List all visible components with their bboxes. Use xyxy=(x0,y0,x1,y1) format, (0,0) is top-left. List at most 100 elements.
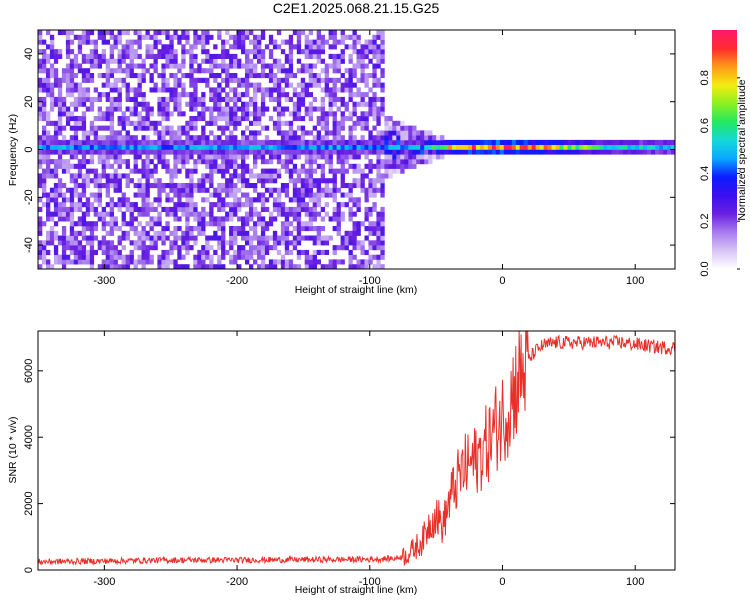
spectrogram-cell xyxy=(46,154,51,160)
spectrogram-cell xyxy=(109,53,114,59)
spectrogram-cell xyxy=(233,135,238,141)
spectrogram-cell xyxy=(109,82,114,88)
spectrogram-cell xyxy=(253,159,258,165)
spectrogram-cell xyxy=(117,130,122,136)
spectrogram-cell xyxy=(225,159,230,165)
spectrogram-cell xyxy=(38,111,43,117)
spectrogram-cell xyxy=(129,49,134,55)
spectrogram-cell xyxy=(284,192,290,198)
spectrogram-cell xyxy=(77,139,83,145)
spectrogram-cell xyxy=(177,82,182,88)
spectrogram-cell xyxy=(153,216,158,222)
spectrogram-cell xyxy=(53,73,59,79)
spectrogram-cell xyxy=(57,82,63,88)
spectrogram-cell xyxy=(89,73,95,79)
spectrogram-cell xyxy=(61,168,67,174)
spectrogram-cell xyxy=(205,30,210,36)
spectrogram-cell xyxy=(276,187,282,193)
spectrogram-cell xyxy=(81,154,87,160)
spectrogram-cell xyxy=(284,163,290,169)
spectrogram-cell xyxy=(177,39,182,45)
spectrogram-cell xyxy=(109,68,114,74)
spectrogram-cell xyxy=(113,39,118,45)
spectrogram-cell xyxy=(217,240,222,246)
spectrogram-cell xyxy=(69,144,75,150)
spectrogram-cell xyxy=(344,106,349,112)
spectrogram-cell xyxy=(49,92,55,98)
spectrogram-cell xyxy=(229,144,234,150)
spectrogram-cell xyxy=(292,226,298,232)
spectrogram-cell xyxy=(197,183,202,189)
spectrogram-cell xyxy=(129,216,134,222)
spectrogram-cell xyxy=(320,173,325,179)
spectrogram-cell xyxy=(233,53,238,59)
spectrogram-cell xyxy=(245,221,250,227)
spectrogram-cell xyxy=(42,254,47,260)
spectrogram-cell xyxy=(340,159,345,165)
spectrogram-cell xyxy=(46,120,51,126)
spectrogram-cell xyxy=(320,192,325,198)
spectrogram-cell xyxy=(356,58,361,64)
spectrogram-cell xyxy=(217,154,222,160)
spectrogram-cell xyxy=(292,135,298,141)
spectrogram-cell xyxy=(312,254,317,260)
spectrogram-cell xyxy=(579,139,584,145)
spectrogram-cell xyxy=(225,111,230,117)
spectrogram-cell xyxy=(77,96,83,102)
spectrogram-cell xyxy=(348,211,353,217)
spectrogram-cell xyxy=(81,96,87,102)
spectrogram-cell xyxy=(46,206,51,212)
spectrogram-cell xyxy=(336,154,341,160)
spectrogram-cell xyxy=(101,249,106,255)
spectrogram-cell xyxy=(125,82,130,88)
spectrogram-cell xyxy=(149,111,154,117)
spectrogram-cell xyxy=(65,206,71,212)
spectrogram-cell xyxy=(213,159,218,165)
spectrogram-cell xyxy=(404,154,409,160)
spectrogram-cell xyxy=(292,163,298,169)
spectrogram-cell xyxy=(336,135,341,141)
spectrogram-cell xyxy=(209,264,214,270)
spectrogram-cell xyxy=(300,125,306,131)
spectrogram-cell xyxy=(340,178,345,184)
spectrogram-cell xyxy=(229,259,234,265)
spectrogram-cell xyxy=(141,144,146,150)
spectrogram-cell xyxy=(61,30,67,36)
spectrogram-cell xyxy=(225,168,230,174)
spectrogram-cell xyxy=(352,235,357,241)
spectrogram-cell xyxy=(193,135,198,141)
spectrogram-cell xyxy=(249,211,254,217)
spectrogram-cell xyxy=(209,87,214,93)
spectrogram-cell xyxy=(436,149,441,155)
spectrogram-cell xyxy=(49,187,55,193)
spectrogram-cell xyxy=(249,58,254,64)
spectrogram-cell xyxy=(165,139,170,145)
spectrogram-cell xyxy=(149,49,154,55)
spectrogram-cell xyxy=(217,187,222,193)
spectrogram-cell xyxy=(133,125,138,131)
spectrogram-cell xyxy=(165,125,170,131)
spectrogram-cell xyxy=(53,130,59,136)
spectrogram-cell xyxy=(229,87,234,93)
spectrogram-cell xyxy=(65,245,71,251)
spectrogram-cell xyxy=(241,154,246,160)
spectrogram-cell xyxy=(320,120,325,126)
spectrogram-cell xyxy=(189,101,194,107)
spectrogram-cell xyxy=(241,249,246,255)
spectrogram-cell xyxy=(368,163,373,169)
spectrogram-cell xyxy=(193,96,198,102)
spectrogram-cell xyxy=(217,149,222,155)
colorbar-tick-label: 0.4 xyxy=(699,166,711,181)
spectrogram-cell xyxy=(300,68,306,74)
spectrogram-cell xyxy=(392,135,397,141)
spectrogram-cell xyxy=(249,168,254,174)
spectrogram-cell xyxy=(161,139,166,145)
spectrogram-cell xyxy=(149,245,154,251)
spectrogram-cell xyxy=(121,139,126,145)
spectrogram-cell xyxy=(225,192,230,198)
spectrogram-cell xyxy=(229,202,234,208)
spectrogram-cell xyxy=(77,116,83,122)
spectrogram-cell xyxy=(101,221,106,227)
spectrogram-cell xyxy=(312,206,317,212)
